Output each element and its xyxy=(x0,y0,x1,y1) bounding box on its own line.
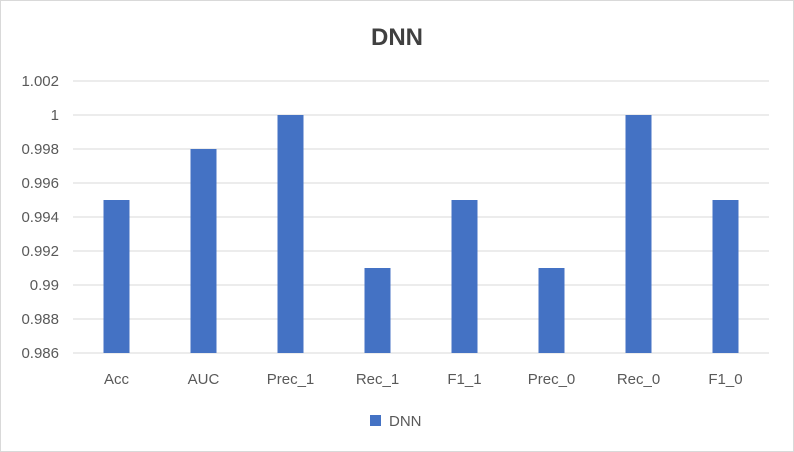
legend: DNN xyxy=(370,413,422,430)
legend-label-dnn: DNN xyxy=(389,413,422,430)
y-tick-label: 0.996 xyxy=(21,175,59,192)
x-tick-label: Prec_1 xyxy=(267,371,315,388)
chart-title: DNN xyxy=(371,24,423,51)
y-tick-label: 0.986 xyxy=(21,345,59,362)
bar-rec-0 xyxy=(625,115,652,353)
y-tick-label: 0.994 xyxy=(21,209,59,226)
y-axis-ticks: 0.986 0.988 0.99 0.992 0.994 0.996 0.998 1 1.002 xyxy=(21,73,59,362)
y-tick-label: 1 xyxy=(51,107,59,124)
y-tick-label: 0.988 xyxy=(21,311,59,328)
grid-lines xyxy=(73,80,769,354)
y-tick-label: 0.992 xyxy=(21,243,59,260)
x-tick-label: Rec_1 xyxy=(356,371,399,388)
bar-prec-0 xyxy=(538,268,565,353)
bars xyxy=(103,115,739,353)
y-tick-label: 0.998 xyxy=(21,141,59,158)
x-tick-label: F1_1 xyxy=(447,371,481,388)
legend-swatch-dnn xyxy=(370,415,381,426)
bar-auc xyxy=(190,149,217,353)
x-axis-ticks: Acc AUC Prec_1 Rec_1 F1_1 Prec_0 Rec_0 F1_0 xyxy=(104,371,743,388)
x-tick-label: Rec_0 xyxy=(617,371,660,388)
x-tick-label: F1_0 xyxy=(708,371,742,388)
y-tick-label: 0.99 xyxy=(30,277,59,294)
y-tick-label: 1.002 xyxy=(21,73,59,90)
x-tick-label: Prec_0 xyxy=(528,371,576,388)
bar-prec-1 xyxy=(277,115,304,353)
bar-acc xyxy=(103,200,130,353)
bar-f1-0 xyxy=(712,200,739,353)
x-tick-label: Acc xyxy=(104,371,130,388)
bar-rec-1 xyxy=(364,268,391,353)
bar-f1-1 xyxy=(451,200,478,353)
x-tick-label: AUC xyxy=(188,371,220,388)
